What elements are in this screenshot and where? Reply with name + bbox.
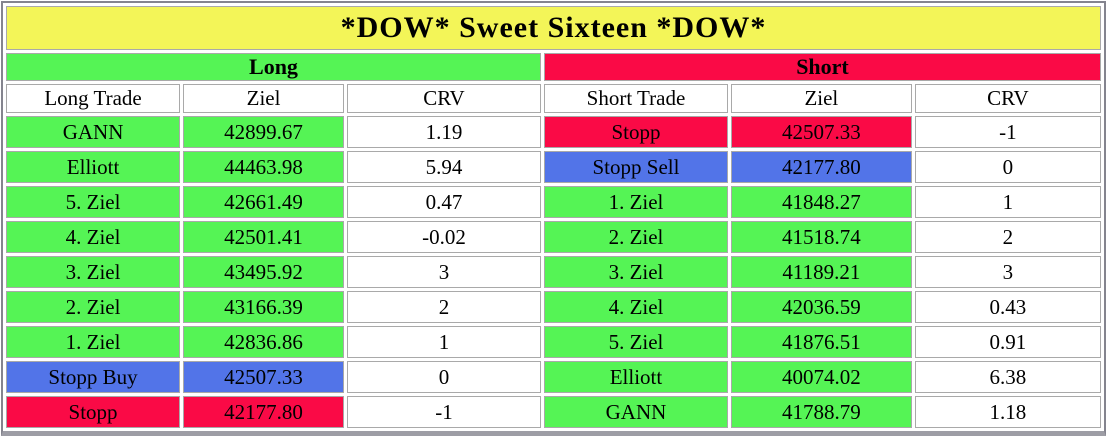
- short-trade-cell: 1. Ziel: [543, 186, 728, 218]
- short-ziel-cell: 42036.59: [731, 291, 912, 323]
- long-ziel-cell: 44463.98: [183, 151, 344, 183]
- long-trade-cell: 1. Ziel: [6, 326, 181, 358]
- long-crv-cell: 1: [347, 326, 541, 358]
- column-header-short-ziel: Ziel: [731, 84, 912, 113]
- short-trade-cell: Stopp: [543, 116, 728, 148]
- short-crv-cell: 1: [914, 186, 1101, 218]
- column-header-row: Long Trade Ziel CRV Short Trade Ziel CRV: [6, 84, 1101, 113]
- long-trade-cell: Stopp Buy: [6, 361, 181, 393]
- column-header-long-ziel: Ziel: [183, 84, 344, 113]
- long-crv-cell: -1: [347, 396, 541, 428]
- short-ziel-cell: 41189.21: [731, 256, 912, 288]
- long-ziel-cell: 42507.33: [183, 361, 344, 393]
- long-trade-cell: Elliott: [6, 151, 181, 183]
- section-row: Long Short: [6, 53, 1101, 81]
- window-frame: *DOW* Sweet Sixteen *DOW* Long Short Lon…: [1, 1, 1106, 436]
- long-crv-cell: 2: [347, 291, 541, 323]
- long-ziel-cell: 42177.80: [183, 396, 344, 428]
- long-trade-cell: 2. Ziel: [6, 291, 181, 323]
- table-row: 5. Ziel 42661.49 0.47 1. Ziel 41848.27 1: [6, 186, 1101, 218]
- short-ziel-cell: 42507.33: [731, 116, 912, 148]
- short-trade-cell: 5. Ziel: [543, 326, 728, 358]
- long-ziel-cell: 42836.86: [183, 326, 344, 358]
- section-header-long: Long: [6, 53, 541, 81]
- page-title: *DOW* Sweet Sixteen *DOW*: [6, 6, 1101, 50]
- table-row: 4. Ziel 42501.41 -0.02 2. Ziel 41518.74 …: [6, 221, 1101, 253]
- short-crv-cell: 0.43: [914, 291, 1101, 323]
- short-trade-cell: Elliott: [543, 361, 728, 393]
- long-ziel-cell: 43495.92: [183, 256, 344, 288]
- table-row: Stopp Buy 42507.33 0 Elliott 40074.02 6.…: [6, 361, 1101, 393]
- long-ziel-cell: 42501.41: [183, 221, 344, 253]
- short-ziel-cell: 40074.02: [731, 361, 912, 393]
- short-crv-cell: 0: [914, 151, 1101, 183]
- table-row: 3. Ziel 43495.92 3 3. Ziel 41189.21 3: [6, 256, 1101, 288]
- short-ziel-cell: 41518.74: [731, 221, 912, 253]
- short-crv-cell: 2: [914, 221, 1101, 253]
- short-trade-cell: 4. Ziel: [543, 291, 728, 323]
- long-trade-cell: 4. Ziel: [6, 221, 181, 253]
- table-row: GANN 42899.67 1.19 Stopp 42507.33 -1: [6, 116, 1101, 148]
- long-trade-cell: 3. Ziel: [6, 256, 181, 288]
- short-crv-cell: 3: [914, 256, 1101, 288]
- short-crv-cell: 6.38: [914, 361, 1101, 393]
- title-row: *DOW* Sweet Sixteen *DOW*: [6, 6, 1101, 50]
- long-trade-cell: Stopp: [6, 396, 181, 428]
- short-ziel-cell: 42177.80: [731, 151, 912, 183]
- long-trade-cell: GANN: [6, 116, 181, 148]
- long-crv-cell: 1.19: [347, 116, 541, 148]
- table-row: Elliott 44463.98 5.94 Stopp Sell 42177.8…: [6, 151, 1101, 183]
- short-ziel-cell: 41788.79: [731, 396, 912, 428]
- short-crv-cell: -1: [914, 116, 1101, 148]
- short-ziel-cell: 41848.27: [731, 186, 912, 218]
- short-crv-cell: 0.91: [914, 326, 1101, 358]
- column-header-short-crv: CRV: [914, 84, 1101, 113]
- column-header-short-trade: Short Trade: [543, 84, 728, 113]
- table-row: 1. Ziel 42836.86 1 5. Ziel 41876.51 0.91: [6, 326, 1101, 358]
- dow-sweet-sixteen-table: *DOW* Sweet Sixteen *DOW* Long Short Lon…: [3, 3, 1104, 431]
- long-crv-cell: 0.47: [347, 186, 541, 218]
- long-ziel-cell: 42661.49: [183, 186, 344, 218]
- column-header-long-crv: CRV: [347, 84, 541, 113]
- long-ziel-cell: 43166.39: [183, 291, 344, 323]
- long-crv-cell: -0.02: [347, 221, 541, 253]
- table-row: 2. Ziel 43166.39 2 4. Ziel 42036.59 0.43: [6, 291, 1101, 323]
- column-header-long-trade: Long Trade: [6, 84, 181, 113]
- section-header-short: Short: [543, 53, 1101, 81]
- short-trade-cell: GANN: [543, 396, 728, 428]
- short-trade-cell: 2. Ziel: [543, 221, 728, 253]
- long-crv-cell: 5.94: [347, 151, 541, 183]
- long-ziel-cell: 42899.67: [183, 116, 344, 148]
- long-crv-cell: 3: [347, 256, 541, 288]
- short-ziel-cell: 41876.51: [731, 326, 912, 358]
- short-trade-cell: 3. Ziel: [543, 256, 728, 288]
- short-crv-cell: 1.18: [914, 396, 1101, 428]
- short-trade-cell: Stopp Sell: [543, 151, 728, 183]
- table-row: Stopp 42177.80 -1 GANN 41788.79 1.18: [6, 396, 1101, 428]
- long-crv-cell: 0: [347, 361, 541, 393]
- long-trade-cell: 5. Ziel: [6, 186, 181, 218]
